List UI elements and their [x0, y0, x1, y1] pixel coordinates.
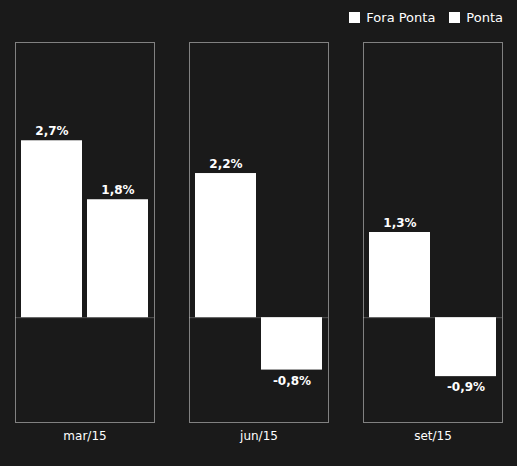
svg-text:2,2%: 2,2% [209, 157, 242, 171]
html-text:Ponta: Ponta [466, 9, 503, 25]
svg-text:1,8%: 1,8% [101, 183, 134, 197]
svg-text:set/15: set/15 [414, 429, 452, 443]
svg-text:1,3%: 1,3% [383, 216, 416, 230]
svg-text:jun/15: jun/15 [239, 429, 278, 443]
svg-text:2,7%: 2,7% [35, 124, 68, 138]
html-text:Fora Ponta: Fora Ponta [366, 9, 436, 25]
svg-text:-0,8%: -0,8% [273, 374, 311, 388]
svg-text:mar/15: mar/15 [63, 429, 106, 443]
svg-text:-0,9%: -0,9% [447, 380, 485, 394]
